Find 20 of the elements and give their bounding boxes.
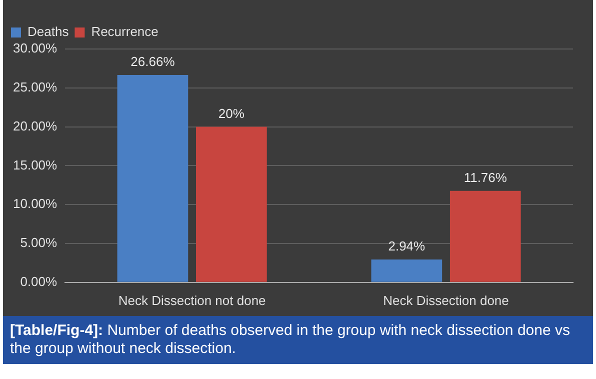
data-label: 11.76%	[464, 170, 508, 185]
bar	[371, 260, 442, 282]
legend-label: Deaths	[28, 24, 70, 40]
bar	[117, 74, 188, 282]
bar	[450, 190, 521, 282]
data-label: 2.94%	[388, 238, 426, 254]
y-tick-label: 30.00%	[12, 40, 58, 56]
bar	[196, 126, 267, 282]
y-tick-label: 20.00%	[12, 118, 58, 134]
x-tick-label: Neck Dissection done	[383, 292, 509, 308]
data-label: 26.66%	[130, 54, 176, 70]
y-tick-label: 10.00%	[12, 196, 58, 212]
data-label: 20%	[218, 106, 245, 121]
y-tick-label: 15.00%	[12, 157, 58, 172]
legend-label: Recurrence	[91, 24, 158, 40]
y-tick-label: 5.00%	[20, 235, 58, 250]
text: [Table/Fig-4]: Number of deaths observed in the group with neck dissection done vs the group without neck dissection.	[10, 322, 570, 357]
y-tick-label: 25.00%	[12, 79, 58, 94]
x-tick-label: Neck Dissection not done	[118, 292, 266, 308]
y-tick-label: 0.00%	[20, 274, 58, 289]
